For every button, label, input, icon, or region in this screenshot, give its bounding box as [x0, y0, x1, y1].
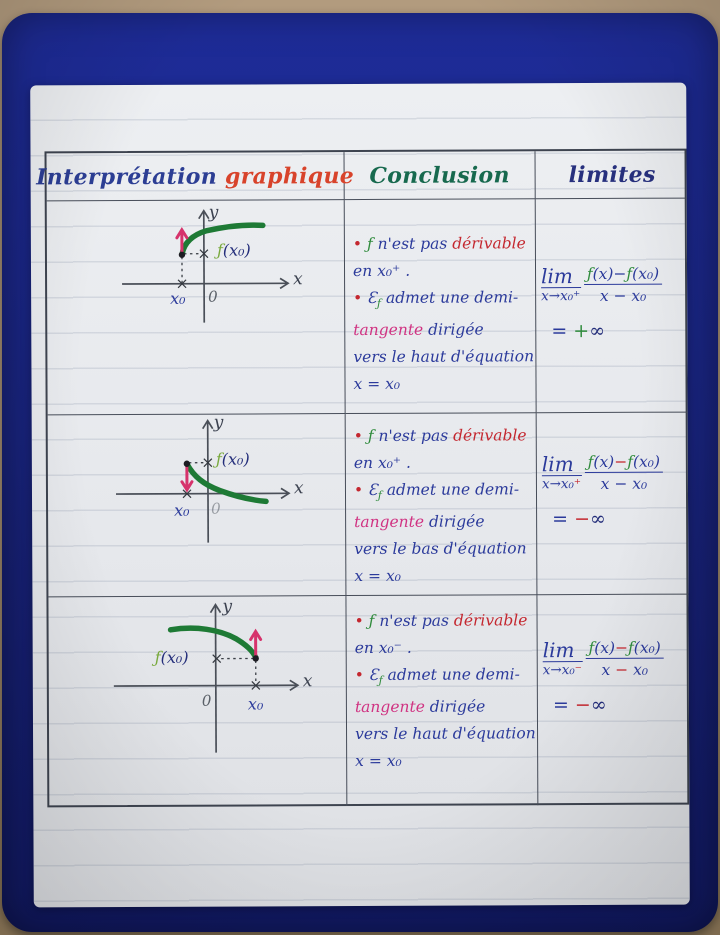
- limit-approach: x→x₀⁺: [541, 476, 582, 493]
- limit-result: = −∞: [552, 693, 607, 717]
- limit-expression: lim x→x₀⁺ ƒ(x)−ƒ(x₀) x − x₀: [541, 264, 689, 306]
- row3-limit: lim x→x₀⁻ ƒ(x)−ƒ(x₀) x − x₀ = −∞: [537, 595, 689, 806]
- row1-graph: [122, 209, 290, 323]
- y-axis-arrowhead: [198, 209, 210, 220]
- conclusion-line: • ƒ n'est pas dérivable: [353, 426, 527, 446]
- conclusion-line: en x₀⁺ .: [353, 453, 411, 473]
- conclusion-line: • Ɛƒ admet une demi-: [354, 665, 520, 688]
- limit-result: = −∞: [552, 507, 606, 531]
- conclusion-line: x = x₀: [354, 566, 401, 586]
- limit-result: = +∞: [551, 319, 606, 343]
- origin-label: 0: [211, 499, 221, 518]
- x-axis-arrowhead: [289, 679, 300, 692]
- x-axis-arrowhead: [279, 277, 290, 290]
- row1-limit: lim x→x₀⁺ ƒ(x)−ƒ(x₀) x − x₀ = +∞: [535, 198, 690, 414]
- conclusion-line: en x₀⁻ .: [354, 638, 412, 658]
- difference-quotient: ƒ(x)−ƒ(x₀) x − x₀: [583, 264, 663, 305]
- lim-word: lim: [541, 264, 581, 289]
- x-axis: [122, 282, 288, 285]
- conclusion-line: en x₀⁺ .: [352, 261, 411, 281]
- x-axis: [113, 684, 297, 687]
- conclusion-line: tangente dirigée: [354, 512, 485, 532]
- fx0-label: ƒ(x₀): [215, 449, 250, 469]
- fx0-tick-mark: [203, 458, 213, 468]
- row2-limit: lim x→x₀⁺ ƒ(x)−ƒ(x₀) x − x₀ = −∞: [536, 412, 690, 596]
- fraction-denominator: x − x₀: [601, 660, 649, 679]
- lim-word: lim: [543, 638, 583, 663]
- x0-tick-mark: [251, 681, 261, 690]
- y-axis-arrowhead: [209, 603, 222, 614]
- conclusion-line: x = x₀: [353, 374, 401, 394]
- conclusion-line: • ƒ n'est pas dérivable: [354, 611, 528, 631]
- function-curve: [184, 461, 269, 505]
- x0-label: x₀: [247, 694, 264, 714]
- notebook-page: Interprétation graphique Conclusion limi…: [30, 82, 690, 908]
- row2-graph: [115, 419, 291, 543]
- fx0-tick-mark: [212, 654, 222, 664]
- row2-graph-cell: y x x₀ 0 ƒ(x₀): [47, 412, 347, 598]
- x0-tick-mark: [177, 279, 187, 289]
- lim-word: lim: [542, 452, 582, 477]
- x-axis-arrowhead: [280, 487, 291, 500]
- y-axis-arrowhead: [201, 419, 214, 430]
- half-tangent-arrowhead: [180, 480, 194, 493]
- conclusion-line: x = x₀: [355, 751, 402, 771]
- point-marker: [178, 251, 186, 258]
- conclusion-line: • Ɛƒ admet une demi-: [353, 480, 520, 503]
- x-axis-label: x: [302, 671, 313, 692]
- fx0-label: ƒ(x₀): [216, 240, 251, 260]
- conclusion-line: vers le bas d'équation: [354, 539, 527, 559]
- limit-approach: x→x₀⁺: [541, 288, 581, 305]
- fraction-numerator: ƒ(x)−ƒ(x₀): [583, 264, 663, 286]
- fraction-numerator: ƒ(x)−ƒ(x₀): [584, 452, 664, 474]
- row3-graph-cell: y x x₀ 0 ƒ(x₀): [48, 596, 348, 808]
- limit-approach: x→x₀⁻: [542, 662, 582, 679]
- row2-conclusion: • ƒ n'est pas dérivable en x₀⁺ . • Ɛƒ ad…: [345, 413, 538, 597]
- fraction-denominator: x − x₀: [599, 286, 647, 305]
- x-axis-label: x: [293, 269, 303, 290]
- y-axis-label: y: [213, 412, 224, 433]
- header-conclusion: Conclusion: [344, 151, 536, 201]
- row1-graph-cell: y x x₀ 0 ƒ(x₀): [46, 200, 346, 416]
- conclusion-line: vers le haut d'équation: [353, 347, 535, 367]
- conclusion-line: tangente dirigée: [354, 697, 486, 717]
- fx0-label: ƒ(x₀): [154, 647, 189, 667]
- origin-label: 0: [201, 691, 212, 710]
- x-axis: [115, 492, 288, 495]
- conclusion-line: • ƒ n'est pas dérivable: [352, 234, 526, 254]
- header-limites: limites: [535, 150, 689, 200]
- point-marker: [183, 460, 191, 467]
- header-interpretation-graphique: Interprétation graphique: [36, 152, 354, 202]
- point-marker: [252, 655, 259, 662]
- fraction-denominator: x − x₀: [600, 474, 648, 493]
- limit-expression: lim x→x₀⁺ ƒ(x)−ƒ(x₀) x − x₀: [541, 452, 690, 494]
- row3-conclusion: • ƒ n'est pas dérivable en x₀⁻ . • Ɛƒ ad…: [346, 595, 539, 807]
- half-tangent-arrowhead: [175, 226, 189, 240]
- difference-quotient: ƒ(x)−ƒ(x₀) x − x₀: [585, 638, 664, 679]
- x0-label: x₀: [170, 288, 186, 308]
- row3-graph: [113, 603, 300, 753]
- header-title-part1: Interprétation: [36, 163, 218, 190]
- fx0-tick-mark: [199, 249, 209, 259]
- fraction-numerator: ƒ(x)−ƒ(x₀): [585, 638, 664, 660]
- conclusion-line: • Ɛƒ admet une demi-: [353, 288, 519, 311]
- y-axis: [214, 605, 217, 753]
- x-axis-label: x: [293, 478, 304, 499]
- x0-label: x₀: [174, 500, 190, 520]
- origin-label: 0: [208, 287, 218, 306]
- conclusion-line: vers le haut d'équation: [355, 724, 536, 744]
- conclusion-line: tangente dirigée: [353, 320, 484, 340]
- x0-tick-mark: [182, 489, 192, 499]
- row1-conclusion: • ƒ n'est pas dérivable en x₀⁺ . • Ɛƒ ad…: [344, 199, 537, 415]
- function-curve: [179, 222, 266, 258]
- table: Interprétation graphique Conclusion limi…: [36, 148, 690, 808]
- difference-quotient: ƒ(x)−ƒ(x₀) x − x₀: [584, 452, 664, 493]
- limit-expression: lim x→x₀⁻ ƒ(x)−ƒ(x₀) x − x₀: [542, 638, 690, 680]
- half-tangent-arrowhead: [249, 628, 263, 641]
- function-curve: [167, 625, 259, 661]
- header-title-part2: graphique: [224, 162, 355, 190]
- y-axis-label: y: [222, 596, 233, 617]
- y-axis-label: y: [208, 202, 219, 223]
